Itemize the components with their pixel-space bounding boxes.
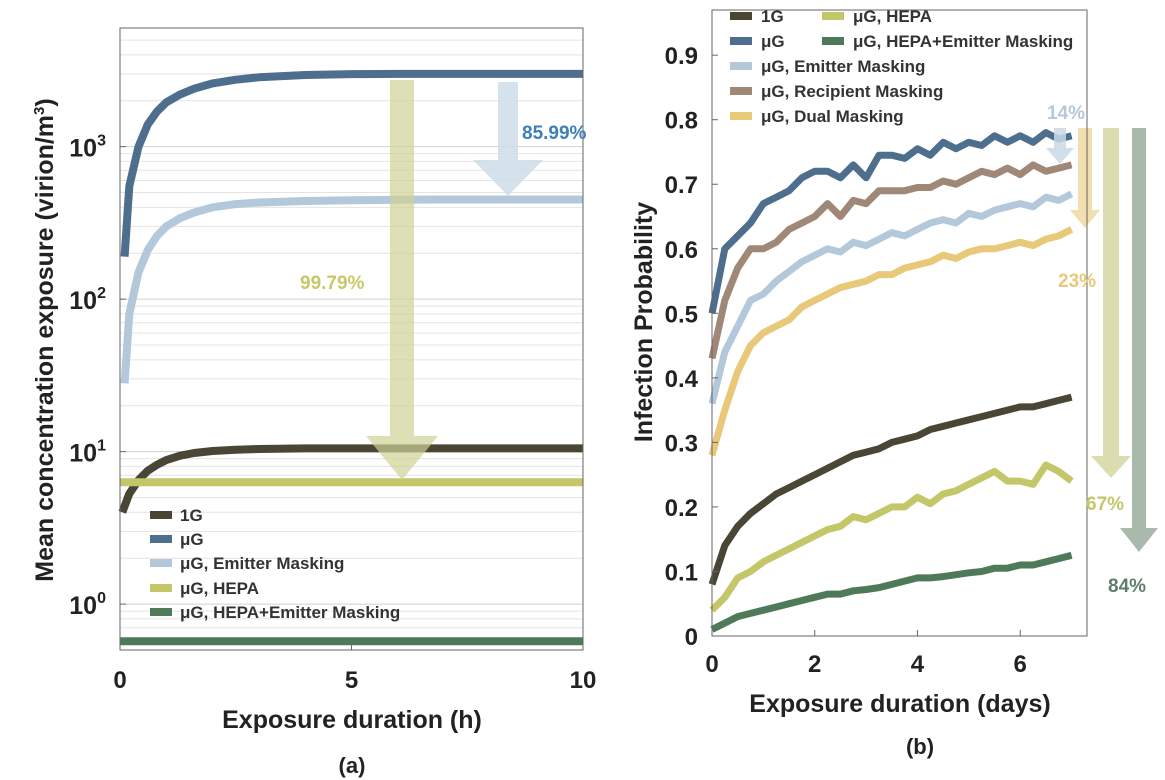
legend-b-swatch-recipient xyxy=(730,87,752,95)
panel-a: 0 5 10 100 101 102 103 85.99% 99.79% 1G μG μG,… xyxy=(31,27,596,778)
panel-b-ytick-label: 0.9 xyxy=(665,43,698,70)
panel-b-ytick-label: 0.5 xyxy=(665,301,698,328)
panel-a-ytick-label: 102 xyxy=(69,285,106,315)
panel-a-xtick-label: 5 xyxy=(345,667,358,694)
arrow-23-percent xyxy=(1070,128,1100,228)
legend-b-label-emitter: μG, Emitter Masking xyxy=(761,57,925,76)
panel-a-xtick-label: 0 xyxy=(113,667,126,694)
annotation-14: 14% xyxy=(1047,103,1085,124)
arrow-85-percent xyxy=(473,82,543,196)
legend-b-swatch-1g xyxy=(730,12,752,20)
panel-b-xtick-label: 4 xyxy=(911,651,925,678)
panel-b-ytick-label: 0.8 xyxy=(665,108,698,135)
panel-a-legend: 1G μG μG, Emitter Masking μG, HEPA μG, H… xyxy=(150,506,400,622)
panel-b-x-axis-title: Exposure duration (days) xyxy=(749,690,1050,718)
legend-b-label-hepa-emitter: μG, HEPA+Emitter Masking xyxy=(853,32,1073,51)
legend-swatch-emitter xyxy=(150,559,172,567)
legend-label-ug: μG xyxy=(180,530,204,549)
panel-b-series-ug-recipient-masking xyxy=(708,161,1073,360)
panel-b-ytick-label: 0 xyxy=(685,624,698,651)
panel-a-ytick-label: 100 xyxy=(69,590,106,620)
panel-b-y-axis-title: Infection Probability xyxy=(630,202,658,442)
panel-b-legend: 1G μG, HEPA μG μG, HEPA+Emitter Masking … xyxy=(730,7,1073,126)
panel-b-xtick-label: 6 xyxy=(1014,651,1027,678)
panel-a-ytick-label: 101 xyxy=(69,438,106,468)
legend-b-label-ug: μG xyxy=(761,32,785,51)
panel-a-series xyxy=(118,69,583,646)
arrow-14-percent xyxy=(1046,128,1074,164)
panel-a-series-ug-emitter-masking xyxy=(120,195,583,384)
panel-b-ytick-label: 0.7 xyxy=(665,172,698,199)
legend-swatch-1g xyxy=(150,511,172,519)
legend-swatch-hepa-emitter xyxy=(150,608,172,616)
panel-b-ytick-label: 0.2 xyxy=(665,495,698,522)
panel-b-series-ug-dual-masking xyxy=(708,226,1074,457)
panel-b: 0 2 4 6 0 0.1 0.2 0.3 0.4 0.5 0.6 0.7 0.8 0.9 14% 23%… xyxy=(630,7,1158,759)
legend-b-label-hepa: μG, HEPA xyxy=(853,7,932,26)
legend-b-label-1g: 1G xyxy=(761,7,784,26)
legend-label-1g: 1G xyxy=(180,506,203,525)
legend-b-label-recipient: μG, Recipient Masking xyxy=(761,82,943,101)
panel-a-series-ug xyxy=(120,69,583,257)
panel-a-ytick-label: 103 xyxy=(69,133,106,163)
legend-label-hepa-emitter: μG, HEPA+Emitter Masking xyxy=(180,603,400,622)
panel-b-ytick-label: 0.6 xyxy=(665,237,698,264)
panel-a-xtick-label: 10 xyxy=(570,667,597,694)
arrow-84-percent xyxy=(1120,128,1158,552)
legend-b-swatch-emitter xyxy=(730,62,752,70)
legend-b-swatch-hepa xyxy=(822,12,844,20)
annotation-85-99: 85.99% xyxy=(522,123,587,144)
panel-b-series-ug-hepa-emitter-masking xyxy=(710,551,1073,633)
arrow-99-percent xyxy=(366,80,438,480)
panel-a-label: (a) xyxy=(339,753,366,778)
panel-b-ytick-label: 0.3 xyxy=(665,430,698,457)
panel-b-arrows xyxy=(1046,128,1158,552)
legend-b-label-dual: μG, Dual Masking xyxy=(761,107,904,126)
panel-b-series-ug-hepa xyxy=(709,461,1074,613)
panel-a-ticks: 0 5 10 100 101 102 103 xyxy=(69,133,596,694)
panel-a-x-axis-title: Exposure duration (h) xyxy=(222,706,482,734)
panel-b-label: (b) xyxy=(906,734,934,759)
panel-a-series-1g xyxy=(118,444,583,514)
panel-b-series-ug-emitter-masking xyxy=(708,190,1074,405)
panel-b-ytick-label: 0.1 xyxy=(665,559,698,586)
annotation-23: 23% xyxy=(1058,271,1096,292)
panel-a-y-axis-title: Mean concentration exposure (virion/m3) xyxy=(31,98,59,581)
panel-a-arrows xyxy=(366,80,543,480)
panel-b-series-1g xyxy=(708,393,1073,586)
panel-b-axes-frame xyxy=(711,9,1088,637)
legend-label-emitter: μG, Emitter Masking xyxy=(180,554,344,573)
legend-swatch-hepa xyxy=(150,584,172,592)
panel-b-xtick-label: 0 xyxy=(705,651,718,678)
legend-label-hepa: μG, HEPA xyxy=(180,579,259,598)
panel-b-ytick-label: 0.4 xyxy=(665,366,699,393)
legend-b-swatch-ug xyxy=(730,37,752,45)
legend-b-swatch-hepa-emitter xyxy=(822,37,844,45)
arrow-67-percent xyxy=(1091,128,1131,478)
annotation-99-79: 99.79% xyxy=(300,273,365,294)
panel-b-series-ug xyxy=(708,129,1073,314)
legend-swatch-ug xyxy=(150,535,172,543)
panel-b-series xyxy=(708,129,1074,633)
annotation-84: 84% xyxy=(1108,576,1146,597)
panel-b-ticks: 0 2 4 6 0 0.1 0.2 0.3 0.4 0.5 0.6 0.7 0.8 0.9 xyxy=(665,43,1027,678)
panel-b-xtick-label: 2 xyxy=(808,651,821,678)
annotation-67: 67% xyxy=(1086,494,1124,515)
legend-b-swatch-dual xyxy=(730,112,752,120)
